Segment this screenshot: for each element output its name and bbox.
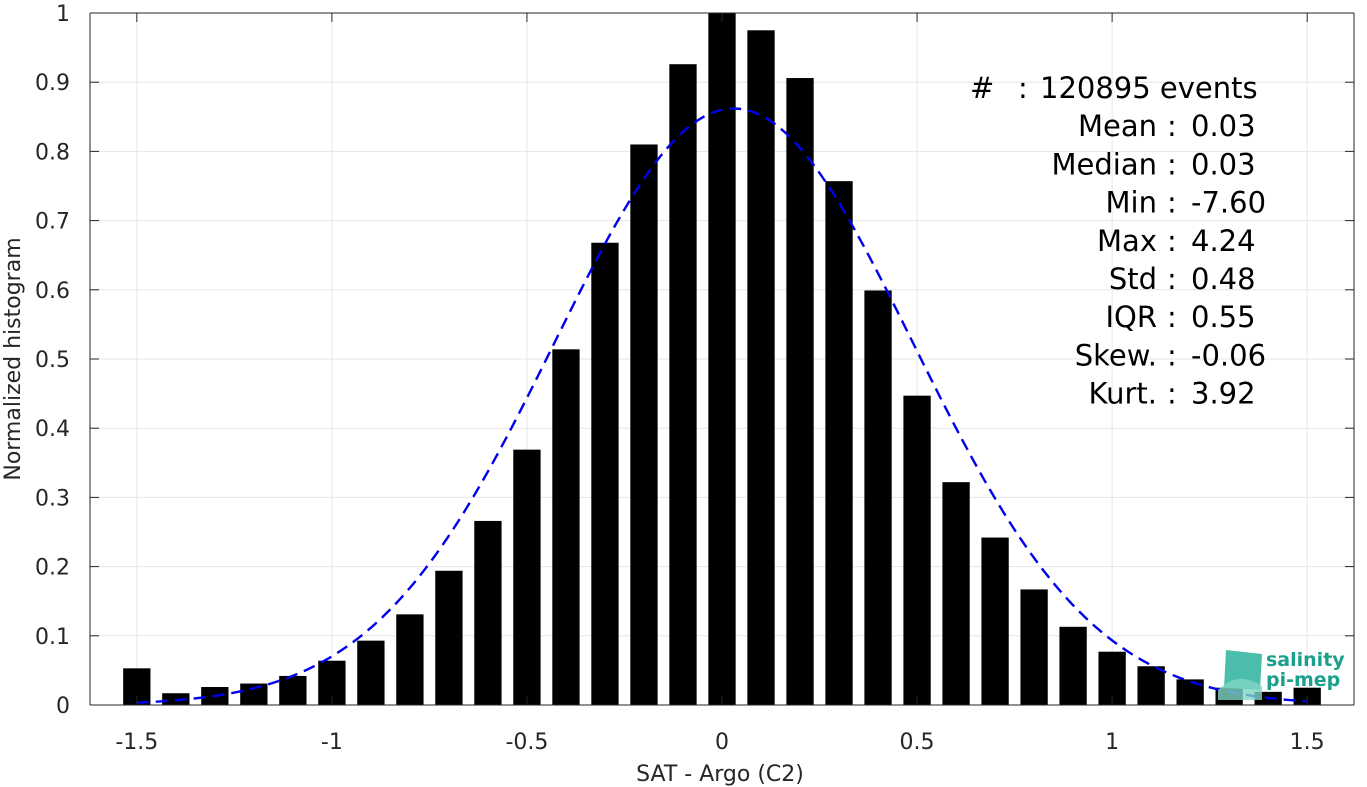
x-tick-label: 1: [1105, 730, 1119, 755]
gaussian-fit-curve: [136, 107, 1308, 704]
x-axis-label: SAT - Argo (C2): [636, 762, 804, 787]
stat-label: Mean: [1078, 109, 1157, 143]
logo-mark-wave: [1218, 678, 1262, 700]
stat-row: IQR:0.55: [1105, 300, 1255, 334]
stat-value: 0.48: [1191, 262, 1256, 296]
x-tick-label: -1: [321, 730, 343, 755]
y-tick-label: 0.5: [35, 348, 70, 373]
histogram-bar: [903, 395, 931, 705]
y-tick-label: 0.3: [35, 486, 70, 511]
x-tick-label: 1.5: [1290, 730, 1325, 755]
stat-value: 4.24: [1191, 224, 1256, 258]
stat-value: -0.06: [1191, 338, 1266, 372]
x-tick-label: 0: [715, 730, 729, 755]
histogram-bar: [1176, 679, 1204, 705]
histogram-bar: [1137, 666, 1165, 705]
histogram-bar: [279, 675, 307, 705]
stat-separator: :: [1167, 262, 1177, 296]
stat-label: Std: [1109, 262, 1157, 296]
histogram-bar: [357, 640, 385, 705]
y-tick-label: 0.2: [35, 556, 70, 581]
histogram-bar: [552, 349, 580, 705]
stat-row: Min: -7.60: [1106, 186, 1267, 220]
stat-label: IQR: [1105, 300, 1157, 334]
histogram-bar: [981, 537, 1009, 705]
stat-value: 0.03: [1191, 109, 1256, 143]
y-tick-label: 0.9: [35, 71, 70, 96]
y-tick-label: 0.6: [35, 279, 70, 304]
histogram-bar: [669, 64, 697, 705]
stat-separator: :: [1167, 109, 1177, 143]
histogram-bar: [1020, 589, 1048, 705]
stat-label: Kurt.: [1089, 377, 1157, 411]
y-tick-label: 0.1: [35, 625, 70, 650]
logo-line-2: pi-mep: [1266, 669, 1340, 691]
y-tick-label: 0.4: [35, 417, 70, 442]
histogram-bar: [513, 449, 541, 705]
stat-row: Skew.: -0.06: [1075, 338, 1266, 372]
stat-separator: :: [1167, 377, 1177, 411]
stat-row: Kurt.:3.92: [1089, 377, 1256, 411]
salinity-pimep-logo: salinity pi-mep: [1218, 649, 1345, 700]
stat-label: Skew.: [1075, 338, 1157, 372]
histogram-bar: [1059, 626, 1087, 705]
histogram-bar: [864, 290, 892, 705]
x-tick-label: -0.5: [505, 730, 548, 755]
histogram-bar: [825, 181, 853, 705]
histogram-bar: [591, 242, 619, 705]
stat-row: Mean:0.03: [1078, 109, 1256, 143]
y-tick-label: 1: [56, 2, 70, 27]
histogram-bar: [396, 614, 424, 705]
stat-value: 120895 events: [1040, 71, 1258, 105]
histogram-bar: [786, 78, 814, 706]
stat-row: Std:0.48: [1109, 262, 1256, 296]
histogram-bar: [474, 520, 502, 705]
y-axis-ticks: 0 0.1 0.2 0.3 0.4 0.5 0.6 0.7 0.8 0.9 1: [35, 2, 1354, 719]
stat-value: -7.60: [1191, 186, 1266, 220]
histogram-bar: [435, 570, 463, 705]
x-axis-ticks: -1.5 -1 -0.5 0 0.5 1 1.5: [115, 13, 1325, 755]
histogram-bar: [747, 30, 775, 706]
stat-value: 0.55: [1191, 300, 1256, 334]
stat-separator: :: [1018, 71, 1028, 105]
stat-separator: :: [1167, 338, 1177, 372]
stat-separator: :: [1167, 147, 1177, 181]
stat-label: Max: [1097, 224, 1157, 258]
stat-value: 0.03: [1191, 147, 1256, 181]
stat-row: #:120895 events: [970, 71, 1258, 105]
logo-mark: [1224, 650, 1262, 690]
x-tick-label: 0.5: [900, 730, 935, 755]
y-tick-label: 0: [56, 694, 70, 719]
y-axis-label: Normalized histogram: [1, 237, 26, 480]
stat-value: 3.92: [1191, 377, 1256, 411]
stat-separator: :: [1167, 224, 1177, 258]
histogram-bar: [240, 683, 268, 705]
histogram-bar: [630, 144, 658, 706]
stat-row: Max:4.24: [1097, 224, 1256, 258]
stat-label: #: [970, 71, 994, 105]
x-tick-label: -1.5: [115, 730, 158, 755]
stat-label: Min: [1106, 186, 1157, 220]
logo-line-1: salinity: [1266, 649, 1345, 671]
stat-separator: :: [1167, 186, 1177, 220]
histogram-bar: [942, 482, 970, 705]
y-tick-label: 0.7: [35, 210, 70, 235]
stat-row: Median:0.03: [1052, 147, 1256, 181]
y-tick-label: 0.8: [35, 140, 70, 165]
histogram-bar: [708, 13, 736, 705]
stat-separator: :: [1167, 300, 1177, 334]
stat-label: Median: [1052, 147, 1157, 181]
